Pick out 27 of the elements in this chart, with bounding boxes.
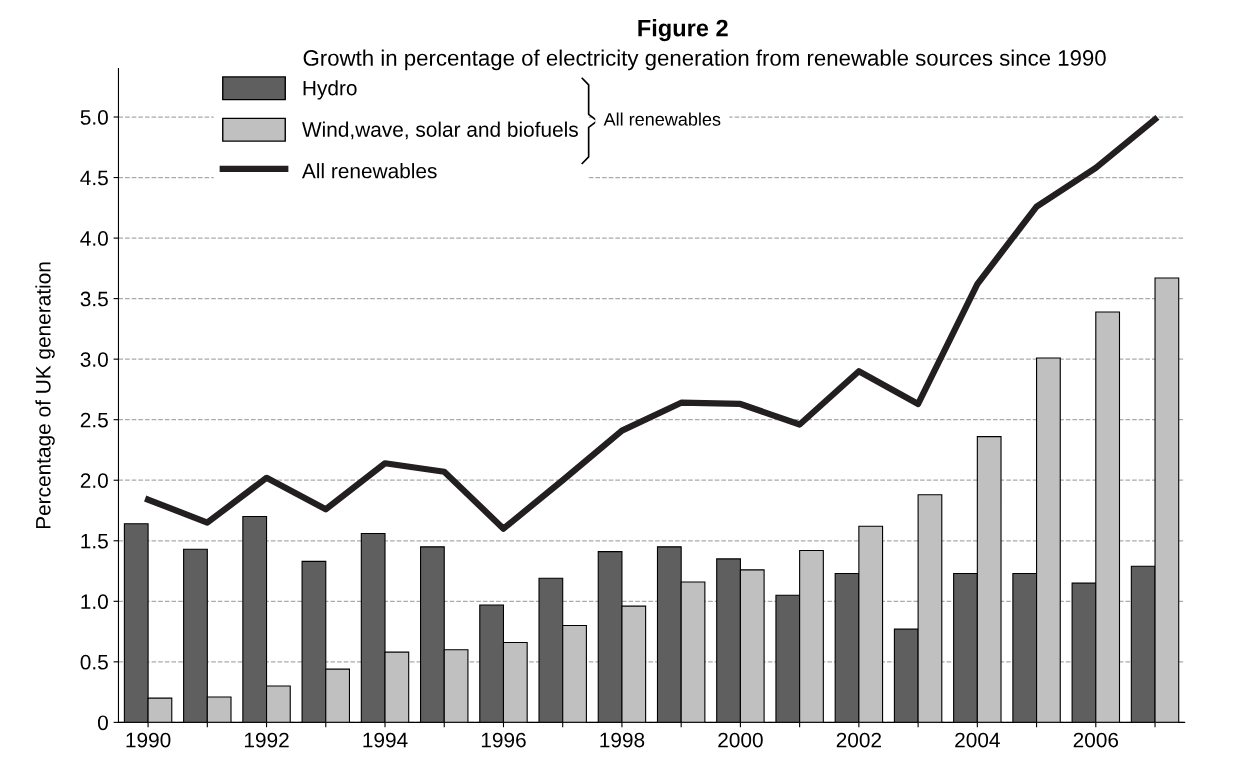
y-axis-title: Percentage of UK generation: [35, 262, 55, 529]
y-tick-label: 2.5: [80, 412, 108, 428]
y-tick-label: 0.5: [80, 654, 108, 670]
x-tick-label: 2000: [718, 732, 763, 748]
y-tick-label: 5.0: [80, 110, 108, 125]
x-tick-label: 1996: [481, 732, 526, 748]
legend-label: Wind,wave, solar and biofuels: [302, 121, 578, 140]
chart-subtitle: Growth in percentage of electricity generation from renewable sources since 1990: [303, 49, 1106, 71]
x-tick-label: 1992: [244, 732, 289, 748]
y-tick-label: 4.5: [80, 170, 108, 186]
x-tick-label: 2004: [955, 732, 1000, 748]
y-tick-label: 3.5: [80, 291, 108, 307]
y-tick-label: 0: [97, 715, 108, 731]
x-tick-label: 1994: [363, 732, 408, 748]
chart-title: Figure 2: [638, 19, 728, 42]
y-tick-label: 1.0: [81, 594, 108, 610]
legend-label: All renewables: [301, 163, 437, 179]
y-tick-label: 2.0: [80, 473, 108, 488]
y-tick-label: 1.5: [81, 533, 108, 549]
x-tick-label: 1998: [600, 732, 645, 748]
x-tick-label: 2002: [836, 732, 881, 748]
legend-label: Hydro: [303, 80, 357, 100]
y-tick-label: 4.0: [80, 231, 108, 246]
x-tick-label: 1990: [126, 732, 171, 748]
y-tick-label: 3.0: [80, 352, 108, 367]
annotation: All renewables: [603, 112, 721, 126]
x-tick-label: 2006: [1073, 732, 1119, 748]
